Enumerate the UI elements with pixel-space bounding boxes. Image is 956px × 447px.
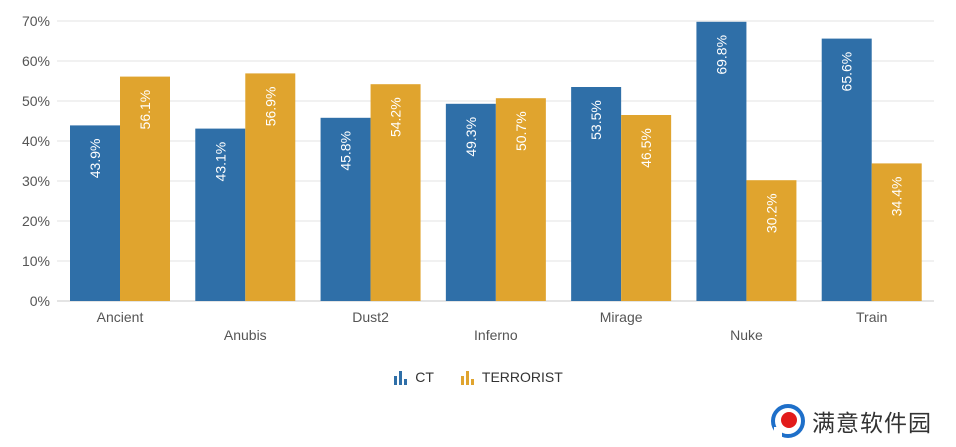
bar-chart-icon <box>394 371 408 385</box>
y-tick-label: 60% <box>22 53 50 69</box>
x-category-label: Inferno <box>474 327 518 343</box>
watermark: 满意软件园 <box>770 403 932 439</box>
bar-terrorist-ancient[interactable] <box>120 76 170 301</box>
bars <box>70 21 922 302</box>
bar-terrorist-nuke[interactable] <box>746 180 797 301</box>
bar-ct-ancient[interactable] <box>70 125 120 302</box>
bar-ct-nuke[interactable] <box>696 21 747 302</box>
bar-terrorist-inferno[interactable] <box>495 98 546 301</box>
data-label: 65.6% <box>839 52 855 92</box>
x-category-label: Ancient <box>97 309 144 325</box>
x-category-label: Train <box>856 309 887 325</box>
x-category-label: Mirage <box>600 309 643 325</box>
bar-terrorist-train[interactable] <box>871 163 922 301</box>
data-label: 43.9% <box>87 139 103 179</box>
data-label: 45.8% <box>338 131 354 171</box>
logo-icon <box>771 404 805 438</box>
y-tick-label: 70% <box>22 13 50 29</box>
data-label: 56.1% <box>137 90 153 130</box>
bar-ct-dust2[interactable] <box>320 117 371 301</box>
data-label: 49.3% <box>463 117 479 157</box>
data-label: 50.7% <box>513 111 529 151</box>
bar-ct-inferno[interactable] <box>445 103 496 301</box>
watermark-text: 满意软件园 <box>812 411 932 437</box>
bar-chart-icon <box>460 371 474 385</box>
data-label: 34.4% <box>889 177 905 217</box>
x-axis: Ancient Anubis Dust2 Inferno Mirage Nuke Train <box>97 309 888 343</box>
data-label: 56.9% <box>262 87 278 127</box>
legend-item-terrorist[interactable]: TERRORIST <box>460 366 563 388</box>
data-label: 69.8% <box>713 35 729 75</box>
legend-item-ct[interactable]: CT <box>393 366 434 388</box>
bar-ct-train[interactable] <box>821 38 872 301</box>
x-category-label: Nuke <box>730 327 763 343</box>
bar-terrorist-anubis[interactable] <box>245 73 296 302</box>
legend-label: CT <box>415 369 434 385</box>
bar-ct-anubis[interactable] <box>195 128 246 301</box>
data-labels: 43.9% 56.1% 43.1% 56.9% 45.8% 54.2% 49.3% 50.7%… <box>87 35 905 233</box>
bar-terrorist-mirage[interactable] <box>621 115 672 301</box>
y-tick-label: 20% <box>22 213 50 229</box>
data-label: 53.5% <box>588 100 604 140</box>
bar-ct-mirage[interactable] <box>571 87 622 301</box>
y-tick-label: 40% <box>22 133 50 149</box>
y-tick-label: 30% <box>22 173 50 189</box>
bar-chart: 0% 10% 20% 30% 40% 50% 60% 70% 43.9% 56.1% 43.1% 5… <box>22 13 934 343</box>
y-tick-label: 0% <box>30 293 50 309</box>
legend-label: TERRORIST <box>481 369 563 385</box>
bar-terrorist-dust2[interactable] <box>370 84 421 301</box>
data-label: 43.1% <box>212 142 228 182</box>
y-tick-label: 10% <box>22 253 50 269</box>
legend: CT TERRORIST <box>0 366 956 388</box>
y-axis: 0% 10% 20% 30% 40% 50% 60% 70% <box>22 13 50 309</box>
y-tick-label: 50% <box>22 93 50 109</box>
data-label: 54.2% <box>388 97 404 137</box>
data-label: 30.2% <box>763 193 779 233</box>
data-label: 46.5% <box>638 128 654 168</box>
x-category-label: Dust2 <box>352 309 389 325</box>
x-category-label: Anubis <box>224 327 267 343</box>
